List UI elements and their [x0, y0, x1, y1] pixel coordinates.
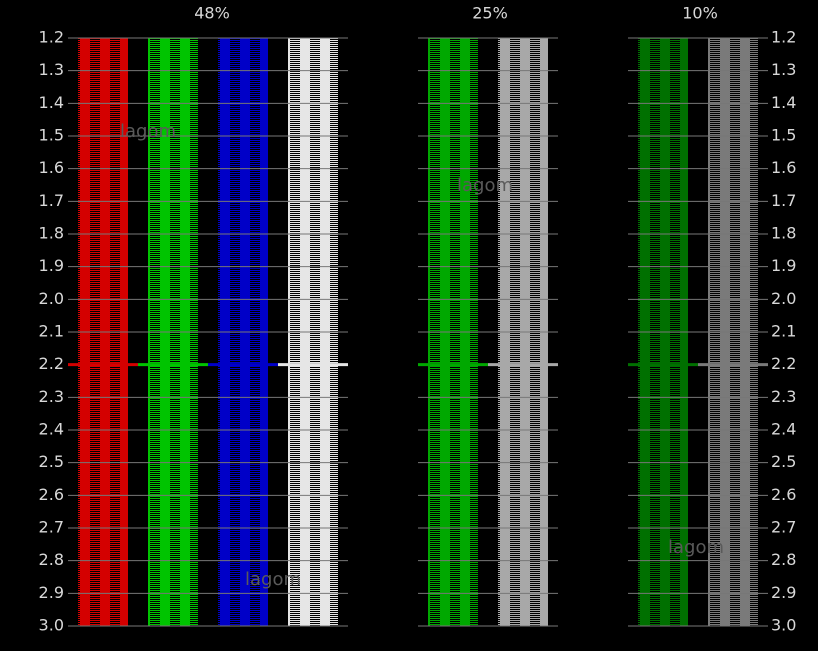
scale-label-left: 2.6 — [39, 485, 64, 504]
scale-label-right: 2.7 — [771, 518, 796, 537]
watermark: lagom — [120, 121, 176, 142]
scale-label-right: 2.3 — [771, 387, 796, 406]
scale-label-left: 1.8 — [39, 224, 64, 243]
scale-label-left: 1.3 — [39, 60, 64, 79]
column-header: 25% — [472, 4, 508, 23]
scale-label-right: 2.6 — [771, 485, 796, 504]
scale-label-left: 1.4 — [39, 93, 64, 112]
scale-label-left: 2.7 — [39, 518, 64, 537]
scale-label-left: 1.2 — [39, 28, 64, 47]
scale-label-left: 2.0 — [39, 289, 64, 308]
scale-label-right: 1.5 — [771, 126, 796, 145]
scale-label-right: 2.2 — [771, 354, 796, 373]
scale-label-right: 2.0 — [771, 289, 796, 308]
scale-label-left: 2.2 — [39, 354, 64, 373]
scale-label-right: 2.8 — [771, 550, 796, 569]
scale-label-left: 2.4 — [39, 420, 64, 439]
column-header: 10% — [682, 4, 718, 23]
scale-label-left: 2.1 — [39, 322, 64, 341]
scale-label-right: 1.9 — [771, 256, 796, 275]
scale-label-left: 2.3 — [39, 387, 64, 406]
scale-label-right: 1.6 — [771, 158, 796, 177]
scale-label-right: 1.3 — [771, 60, 796, 79]
scale-label-right: 2.5 — [771, 452, 796, 471]
scale-label-right: 2.1 — [771, 322, 796, 341]
scale-label-right: 3.0 — [771, 616, 796, 635]
scale-label-right: 1.4 — [771, 93, 796, 112]
scale-label-left: 1.7 — [39, 191, 64, 210]
scale-label-right: 2.4 — [771, 420, 796, 439]
scale-label-right: 1.7 — [771, 191, 796, 210]
scale-label-right: 1.2 — [771, 28, 796, 47]
watermark: lagom — [245, 569, 301, 590]
scale-label-left: 2.9 — [39, 583, 64, 602]
scale-label-left: 2.5 — [39, 452, 64, 471]
scale-label-left: 3.0 — [39, 616, 64, 635]
scale-label-right: 1.8 — [771, 224, 796, 243]
scale-label-left: 1.6 — [39, 158, 64, 177]
scale-label-left: 1.9 — [39, 256, 64, 275]
scale-label-right: 2.9 — [771, 583, 796, 602]
watermark: lagom — [457, 175, 513, 196]
scale-label-left: 2.8 — [39, 550, 64, 569]
watermark: lagom — [668, 537, 724, 558]
scale-label-left: 1.5 — [39, 126, 64, 145]
column-header: 48% — [194, 4, 230, 23]
